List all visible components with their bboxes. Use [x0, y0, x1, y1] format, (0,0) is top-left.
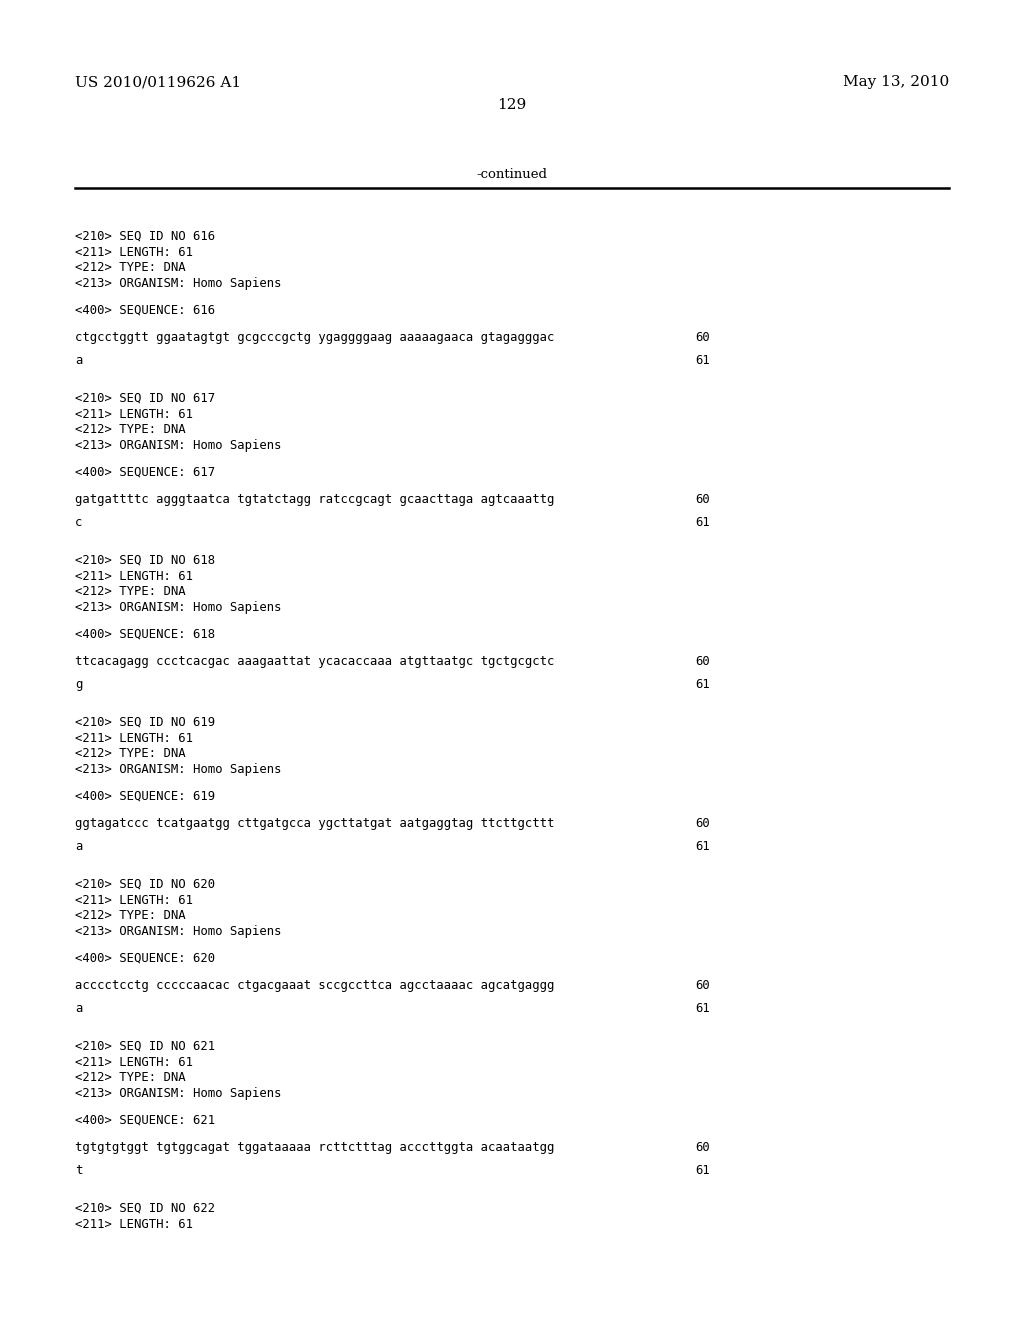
Text: <211> LENGTH: 61: <211> LENGTH: 61	[75, 408, 193, 421]
Text: 60: 60	[695, 817, 710, 830]
Text: <211> LENGTH: 61: <211> LENGTH: 61	[75, 1056, 193, 1068]
Text: <212> TYPE: DNA: <212> TYPE: DNA	[75, 747, 185, 760]
Text: 60: 60	[695, 1140, 710, 1154]
Text: -continued: -continued	[476, 168, 548, 181]
Text: <400> SEQUENCE: 618: <400> SEQUENCE: 618	[75, 628, 215, 642]
Text: <212> TYPE: DNA: <212> TYPE: DNA	[75, 909, 185, 921]
Text: <400> SEQUENCE: 616: <400> SEQUENCE: 616	[75, 304, 215, 317]
Text: May 13, 2010: May 13, 2010	[843, 75, 949, 88]
Text: <400> SEQUENCE: 617: <400> SEQUENCE: 617	[75, 466, 215, 479]
Text: ttcacagagg ccctcacgac aaagaattat ycacaccaaa atgttaatgc tgctgcgctc: ttcacagagg ccctcacgac aaagaattat ycacacc…	[75, 655, 554, 668]
Text: US 2010/0119626 A1: US 2010/0119626 A1	[75, 75, 241, 88]
Text: 61: 61	[695, 354, 710, 367]
Text: <210> SEQ ID NO 621: <210> SEQ ID NO 621	[75, 1040, 215, 1053]
Text: <211> LENGTH: 61: <211> LENGTH: 61	[75, 731, 193, 744]
Text: <211> LENGTH: 61: <211> LENGTH: 61	[75, 1217, 193, 1230]
Text: <213> ORGANISM: Homo Sapiens: <213> ORGANISM: Homo Sapiens	[75, 438, 282, 451]
Text: <210> SEQ ID NO 619: <210> SEQ ID NO 619	[75, 715, 215, 729]
Text: <212> TYPE: DNA: <212> TYPE: DNA	[75, 422, 185, 436]
Text: <211> LENGTH: 61: <211> LENGTH: 61	[75, 894, 193, 907]
Text: a: a	[75, 1002, 82, 1015]
Text: a: a	[75, 354, 82, 367]
Text: <400> SEQUENCE: 620: <400> SEQUENCE: 620	[75, 952, 215, 965]
Text: <213> ORGANISM: Homo Sapiens: <213> ORGANISM: Homo Sapiens	[75, 276, 282, 289]
Text: <210> SEQ ID NO 616: <210> SEQ ID NO 616	[75, 230, 215, 243]
Text: <212> TYPE: DNA: <212> TYPE: DNA	[75, 1071, 185, 1084]
Text: t: t	[75, 1164, 82, 1177]
Text: <212> TYPE: DNA: <212> TYPE: DNA	[75, 261, 185, 275]
Text: <213> ORGANISM: Homo Sapiens: <213> ORGANISM: Homo Sapiens	[75, 1086, 282, 1100]
Text: g: g	[75, 678, 82, 690]
Text: tgtgtgtggt tgtggcagat tggataaaaa rcttctttag acccttggta acaataatgg: tgtgtgtggt tgtggcagat tggataaaaa rcttctt…	[75, 1140, 554, 1154]
Text: <210> SEQ ID NO 622: <210> SEQ ID NO 622	[75, 1203, 215, 1214]
Text: <400> SEQUENCE: 619: <400> SEQUENCE: 619	[75, 789, 215, 803]
Text: <400> SEQUENCE: 621: <400> SEQUENCE: 621	[75, 1114, 215, 1127]
Text: ggtagatccc tcatgaatgg cttgatgcca ygcttatgat aatgaggtag ttcttgcttt: ggtagatccc tcatgaatgg cttgatgcca ygcttat…	[75, 817, 554, 830]
Text: 60: 60	[695, 655, 710, 668]
Text: <210> SEQ ID NO 617: <210> SEQ ID NO 617	[75, 392, 215, 405]
Text: 60: 60	[695, 492, 710, 506]
Text: <213> ORGANISM: Homo Sapiens: <213> ORGANISM: Homo Sapiens	[75, 924, 282, 937]
Text: <212> TYPE: DNA: <212> TYPE: DNA	[75, 585, 185, 598]
Text: 61: 61	[695, 678, 710, 690]
Text: 61: 61	[695, 840, 710, 853]
Text: <210> SEQ ID NO 618: <210> SEQ ID NO 618	[75, 554, 215, 568]
Text: <211> LENGTH: 61: <211> LENGTH: 61	[75, 569, 193, 582]
Text: 61: 61	[695, 1002, 710, 1015]
Text: a: a	[75, 840, 82, 853]
Text: gatgattttc agggtaatca tgtatctagg ratccgcagt gcaacttaga agtcaaattg: gatgattttc agggtaatca tgtatctagg ratccgc…	[75, 492, 554, 506]
Text: <213> ORGANISM: Homo Sapiens: <213> ORGANISM: Homo Sapiens	[75, 601, 282, 614]
Text: ctgcctggtt ggaatagtgt gcgcccgctg ygaggggaag aaaaagaaca gtagagggac: ctgcctggtt ggaatagtgt gcgcccgctg ygagggg…	[75, 331, 554, 345]
Text: 61: 61	[695, 516, 710, 529]
Text: <210> SEQ ID NO 620: <210> SEQ ID NO 620	[75, 878, 215, 891]
Text: 61: 61	[695, 1164, 710, 1177]
Text: <211> LENGTH: 61: <211> LENGTH: 61	[75, 246, 193, 259]
Text: 129: 129	[498, 98, 526, 112]
Text: acccctcctg cccccaacac ctgacgaaat sccgccttca agcctaaaac agcatgaggg: acccctcctg cccccaacac ctgacgaaat sccgcct…	[75, 979, 554, 993]
Text: c: c	[75, 516, 82, 529]
Text: 60: 60	[695, 331, 710, 345]
Text: 60: 60	[695, 979, 710, 993]
Text: <213> ORGANISM: Homo Sapiens: <213> ORGANISM: Homo Sapiens	[75, 763, 282, 776]
